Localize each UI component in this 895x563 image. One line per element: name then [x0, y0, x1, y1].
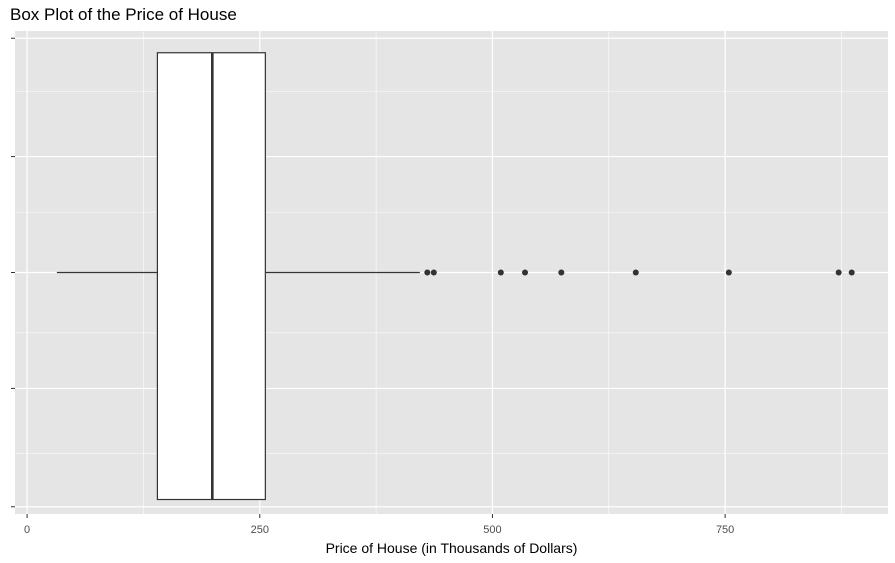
outlier-point [725, 269, 732, 276]
outlier-point [430, 269, 437, 276]
chart-title: Box Plot of the Price of House [10, 5, 237, 24]
x-axis-title: Price of House (in Thousands of Dollars) [326, 540, 578, 556]
x-tick-label: 750 [716, 524, 734, 536]
outlier-point [848, 269, 855, 276]
outlier-point [558, 269, 565, 276]
outlier-point [497, 269, 504, 276]
boxplot-group [56, 52, 855, 501]
x-tick-label: 250 [251, 524, 269, 536]
outlier-point [632, 269, 639, 276]
x-axis-tick-labels: 0 250 500 750 [24, 524, 734, 536]
outlier-point [522, 269, 529, 276]
y-axis-ticks [11, 37, 15, 508]
outlier-point [424, 269, 431, 276]
x-tick-label: 0 [24, 524, 30, 536]
outlier-point [835, 269, 842, 276]
x-tick-label: 500 [483, 524, 501, 536]
x-axis-ticks [26, 514, 726, 518]
outlier-points [424, 269, 855, 276]
